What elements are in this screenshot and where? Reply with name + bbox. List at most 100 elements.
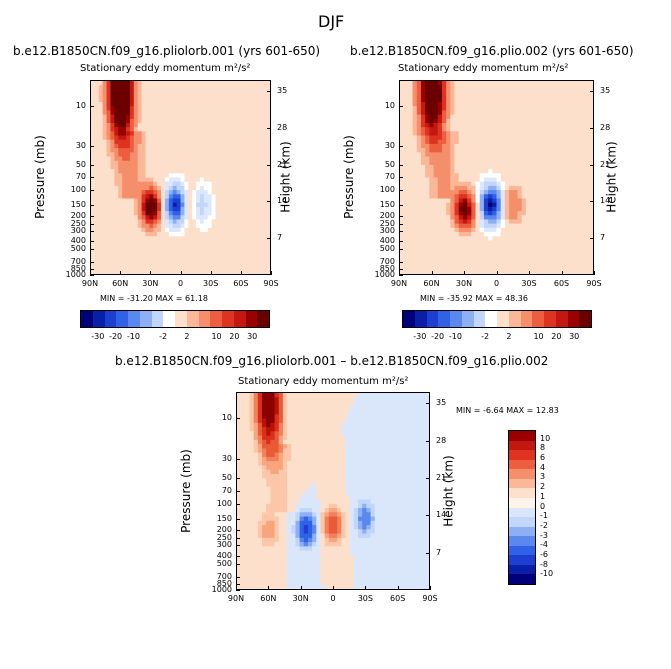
field-cell (433, 223, 439, 229)
field-cell (153, 211, 158, 216)
field-cell (141, 93, 147, 99)
field-cell (462, 152, 468, 158)
field-cell (227, 93, 232, 99)
field-cell (500, 135, 506, 141)
field-cell (584, 244, 590, 250)
field-cell (551, 194, 556, 200)
field-cell (106, 232, 112, 237)
field-cell (454, 106, 460, 111)
field-cell (517, 139, 523, 145)
field-cell (534, 215, 540, 221)
field-cell (588, 248, 593, 254)
field-cell (223, 194, 228, 200)
field-cell (94, 240, 100, 246)
field-cell (145, 202, 150, 208)
field-cell (362, 410, 367, 415)
field-cell (391, 435, 397, 441)
field-cell (374, 435, 380, 441)
field-cell (141, 253, 147, 258)
field-cell (176, 122, 182, 128)
field-cell (588, 122, 593, 128)
field-cell (242, 261, 248, 267)
field-cell (513, 211, 519, 216)
field-cell (149, 190, 154, 195)
field-cell (483, 143, 489, 149)
field-cell (333, 444, 338, 449)
field-cell (496, 164, 502, 170)
field-cell (274, 444, 280, 449)
field-cell (496, 269, 502, 274)
field-cell (378, 397, 384, 403)
field-cell (563, 240, 569, 246)
field-cell (416, 202, 422, 208)
field-cell (157, 244, 162, 250)
field-cell (450, 160, 456, 166)
field-cell (542, 227, 548, 233)
field-cell (420, 393, 426, 398)
field-cell (241, 393, 246, 398)
field-cell (303, 414, 309, 420)
field-cell (270, 444, 276, 449)
field-cell (374, 401, 380, 407)
field-cell (192, 244, 197, 250)
field-cell (546, 148, 552, 153)
field-cell (227, 253, 232, 258)
field-cell (110, 101, 115, 107)
field-cell (316, 422, 322, 428)
field-cell (408, 418, 413, 424)
field-cell (509, 114, 514, 120)
field-cell (488, 194, 493, 200)
field-cell (161, 265, 166, 271)
field-cell (391, 439, 397, 445)
field-cell (483, 194, 489, 200)
field-cell (122, 211, 127, 216)
field-cell (437, 215, 443, 221)
field-cell (184, 101, 189, 107)
field-cell (584, 93, 590, 99)
field-cell (102, 169, 108, 174)
field-cell (521, 156, 527, 162)
colorbar-swatch (210, 311, 222, 327)
field-cell (161, 156, 166, 162)
field-cell (196, 160, 201, 166)
field-cell (278, 405, 284, 411)
field-cell (353, 444, 359, 449)
field-cell (563, 227, 569, 233)
field-cell (180, 185, 185, 191)
field-cell (446, 232, 451, 237)
field-cell (584, 106, 590, 111)
field-cell (458, 148, 464, 153)
field-cell (207, 160, 213, 166)
field-cell (500, 173, 506, 179)
field-cell (215, 81, 221, 86)
field-cell (91, 269, 96, 274)
field-cell (572, 244, 577, 250)
field-cell (215, 232, 221, 237)
colorbar-swatch (198, 311, 211, 327)
field-cell (496, 202, 502, 208)
field-cell (408, 236, 414, 242)
field-cell (196, 232, 201, 237)
field-cell (391, 418, 397, 424)
field-cell (404, 185, 409, 191)
field-cell (572, 177, 577, 183)
field-cell (106, 114, 112, 120)
field-cell (231, 177, 236, 183)
field-cell (211, 173, 217, 179)
field-cell (118, 148, 123, 153)
field-cell (98, 101, 104, 107)
field-cell (534, 173, 540, 179)
field-cell (500, 240, 506, 246)
field-cell (257, 418, 263, 424)
field-cell (475, 101, 481, 107)
field-cell (211, 261, 217, 267)
field-cell (483, 206, 489, 212)
field-cell (231, 101, 236, 107)
field-cell (102, 244, 108, 250)
field-cell (106, 253, 112, 258)
field-cell (462, 148, 468, 153)
field-cell (227, 261, 232, 267)
field-cell (106, 248, 112, 254)
field-cell (450, 118, 456, 124)
field-cell (588, 110, 593, 116)
